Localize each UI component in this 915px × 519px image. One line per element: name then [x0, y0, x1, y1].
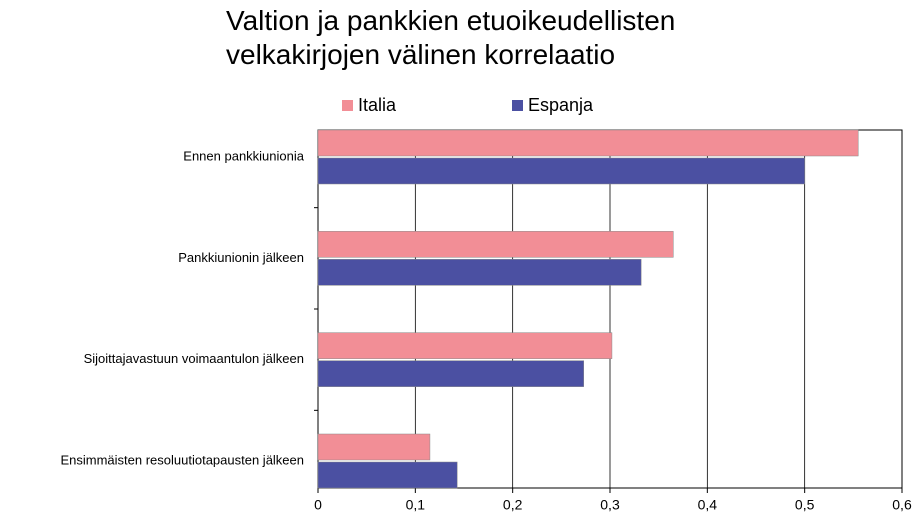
x-tick-label: 0,4: [698, 497, 718, 513]
x-tick-label: 0,3: [600, 497, 620, 513]
bar: [317, 231, 674, 258]
y-tick-label: Pankkiunionin jälkeen: [178, 250, 304, 265]
x-tick-label: 0,5: [795, 497, 815, 513]
bar: [317, 157, 805, 185]
legend-label: Italia: [358, 95, 397, 115]
bar: [317, 433, 431, 461]
bar: [317, 332, 613, 359]
bar: [317, 461, 458, 489]
x-tick-label: 0,2: [503, 497, 523, 513]
x-tick-label: 0,1: [406, 497, 426, 513]
x-tick-label: 0: [314, 497, 322, 513]
x-tick-label: 0,6: [892, 497, 912, 513]
bar: [317, 360, 584, 387]
legend-swatch: [512, 100, 523, 111]
legend-swatch: [342, 100, 353, 111]
y-tick-label: Ensimmäisten resoluutiotapausten jälkeen: [60, 452, 304, 467]
chart-title: Valtion ja pankkien etuoikeudellisten ve…: [226, 5, 676, 70]
legend-label: Espanja: [528, 95, 594, 115]
bar: [317, 259, 642, 286]
bar: [317, 129, 859, 157]
y-tick-label: Sijoittajavastuun voimaantulon jälkeen: [84, 351, 304, 366]
y-tick-label: Ennen pankkiunionia: [183, 148, 304, 163]
